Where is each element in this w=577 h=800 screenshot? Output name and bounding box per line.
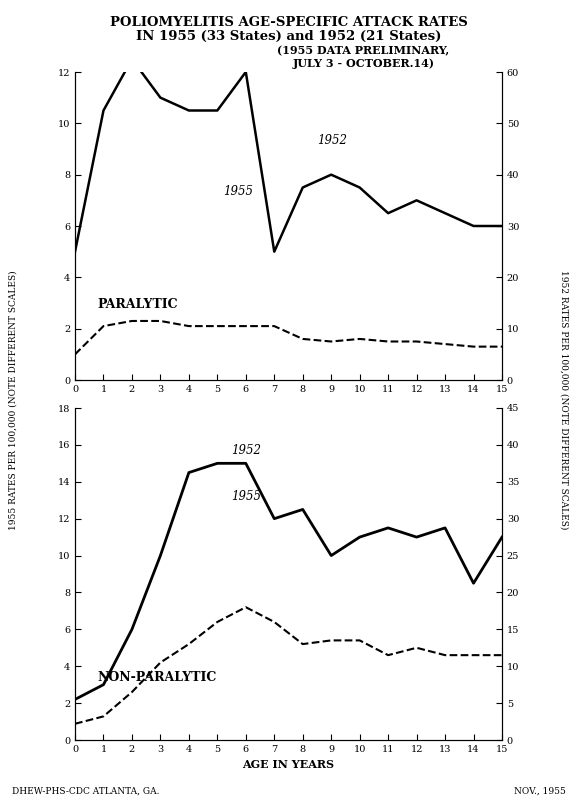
Text: 1955: 1955 [223,186,253,198]
Text: 1952: 1952 [317,134,347,147]
Text: 1955: 1955 [231,490,261,503]
Text: DHEW-PHS-CDC ATLANTA, GA.: DHEW-PHS-CDC ATLANTA, GA. [12,787,159,796]
Text: POLIOMYELITIS AGE-SPECIFIC ATTACK RATES: POLIOMYELITIS AGE-SPECIFIC ATTACK RATES [110,16,467,29]
Text: 1952 RATES PER 100,000 (NOTE DIFFERENT SCALES): 1952 RATES PER 100,000 (NOTE DIFFERENT S… [560,270,569,530]
Text: IN 1955 (33 States) and 1952 (21 States): IN 1955 (33 States) and 1952 (21 States) [136,30,441,42]
Text: NOV., 1955: NOV., 1955 [514,787,565,796]
Text: (1955 DATA PRELIMINARY,: (1955 DATA PRELIMINARY, [278,46,449,57]
Text: JULY 3 - OCTOBER.14): JULY 3 - OCTOBER.14) [293,58,434,69]
Text: NON-PARALYTIC: NON-PARALYTIC [98,671,217,684]
Text: PARALYTIC: PARALYTIC [98,298,178,311]
X-axis label: AGE IN YEARS: AGE IN YEARS [242,759,335,770]
Text: 1955 RATES PER 100,000 (NOTE DIFFERENT SCALES): 1955 RATES PER 100,000 (NOTE DIFFERENT S… [8,270,17,530]
Text: 1952: 1952 [231,444,261,457]
